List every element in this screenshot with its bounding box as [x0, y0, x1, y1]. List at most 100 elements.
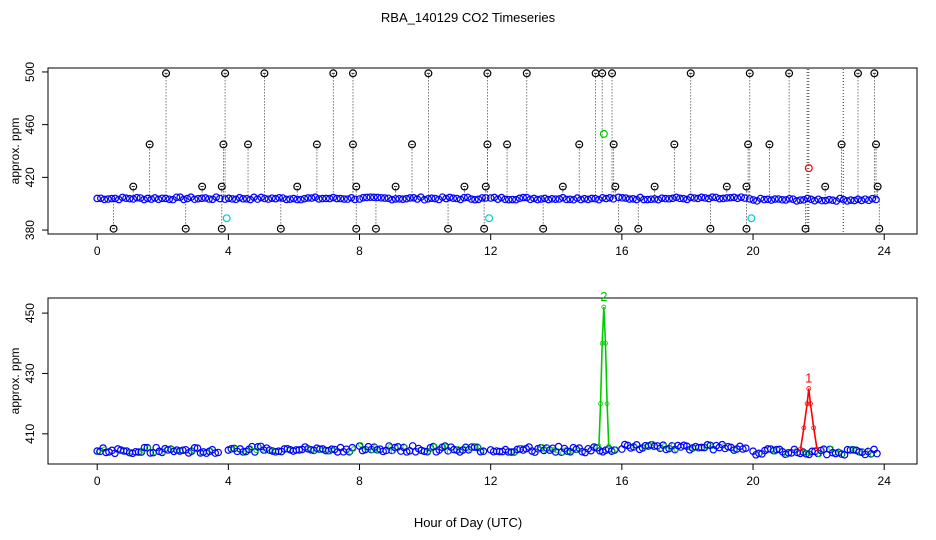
outlier-point [481, 182, 490, 191]
baseline-point [165, 195, 174, 204]
baseline-point [512, 195, 520, 204]
baseline-point [201, 194, 210, 202]
baseline-point [143, 194, 152, 203]
baseline-point [295, 446, 303, 454]
baseline-point [508, 195, 517, 204]
baseline-point [271, 194, 280, 203]
baseline-point [609, 195, 618, 203]
series-point [808, 401, 813, 407]
baseline-point [449, 194, 458, 202]
outlier-point [821, 182, 830, 191]
series-line [799, 388, 818, 450]
baseline-point-green [350, 446, 357, 452]
baseline-point [340, 195, 348, 203]
baseline-point [515, 194, 524, 203]
outlier-point [744, 140, 753, 149]
baseline-point [282, 195, 291, 204]
baseline-point [763, 195, 772, 204]
baseline-point [778, 195, 787, 204]
baseline-point [190, 444, 199, 452]
baseline-point [643, 195, 652, 204]
outlier-point [483, 140, 492, 149]
outlier-point [348, 140, 357, 149]
baseline-point [602, 194, 610, 203]
outlier-point [444, 224, 453, 233]
highlight-point [485, 214, 494, 223]
baseline-point-green [375, 448, 382, 454]
baseline-point [836, 194, 844, 203]
baseline-point [311, 193, 320, 202]
baseline-point [774, 195, 783, 203]
baseline-point [760, 195, 768, 204]
x-tick-label: 12 [484, 244, 498, 258]
baseline-point [289, 194, 298, 203]
baseline-point [785, 194, 794, 203]
series-point [596, 443, 602, 449]
x-tick-label: 4 [225, 244, 232, 258]
baseline-point [300, 194, 309, 203]
baseline-point [577, 195, 585, 204]
outlier-point [575, 140, 584, 149]
baseline-point-green [473, 443, 479, 449]
series-point [599, 340, 605, 346]
outlier-point [742, 224, 751, 233]
baseline-point [544, 195, 553, 204]
baseline-point [140, 195, 148, 204]
baseline-point-green [852, 446, 858, 452]
outlier-point [244, 140, 253, 149]
baseline-point [242, 195, 251, 203]
baseline-point [504, 195, 513, 204]
baseline-point [151, 194, 159, 202]
baseline-point [232, 195, 240, 204]
outlier-point [460, 182, 469, 191]
series-point [603, 340, 608, 346]
outlier-point [870, 69, 879, 78]
baseline-point [640, 195, 648, 204]
baseline-point [591, 194, 600, 203]
baseline-point [264, 195, 273, 203]
baseline-point [424, 194, 432, 203]
baseline-point-green [199, 450, 205, 457]
series-label: 2 [600, 289, 607, 304]
baseline-point [679, 194, 688, 203]
baseline-point [158, 194, 166, 203]
baseline-point [402, 194, 411, 203]
outlier-point [424, 69, 433, 78]
highlight-point [804, 164, 813, 173]
baseline-point [650, 195, 659, 203]
series-point [598, 401, 603, 407]
baseline-point [839, 195, 848, 204]
baseline-point [133, 193, 141, 202]
outlier-point [873, 182, 882, 191]
baseline-point [522, 193, 531, 202]
baseline-point [147, 195, 156, 203]
baseline-point [595, 195, 603, 204]
outlier-point [129, 182, 138, 191]
outlier-point [293, 182, 302, 191]
baseline-point [286, 195, 294, 203]
baseline-point [661, 194, 670, 203]
baseline-point [784, 449, 793, 457]
baseline-point [861, 195, 869, 203]
baseline-point [474, 195, 483, 204]
baseline-point [456, 195, 465, 204]
outlier-point [276, 224, 285, 233]
baseline-point [719, 194, 727, 203]
y-axis-label: approx. ppm [8, 348, 22, 415]
outlier-point [162, 69, 171, 78]
y-tick-label: 430 [23, 363, 37, 383]
baseline-point [377, 193, 385, 202]
baseline-point [463, 193, 472, 202]
baseline-point [749, 196, 758, 204]
baseline-point [307, 194, 316, 202]
baseline-point [658, 194, 666, 202]
baseline-point [818, 196, 826, 205]
baseline-point [551, 195, 560, 203]
baseline-point [304, 194, 312, 202]
highlight-point [222, 214, 231, 223]
baseline-point [868, 194, 877, 203]
baseline-point-green [816, 451, 822, 458]
baseline-point [194, 194, 202, 203]
outlier-point [312, 140, 321, 149]
baseline-point [537, 195, 545, 203]
